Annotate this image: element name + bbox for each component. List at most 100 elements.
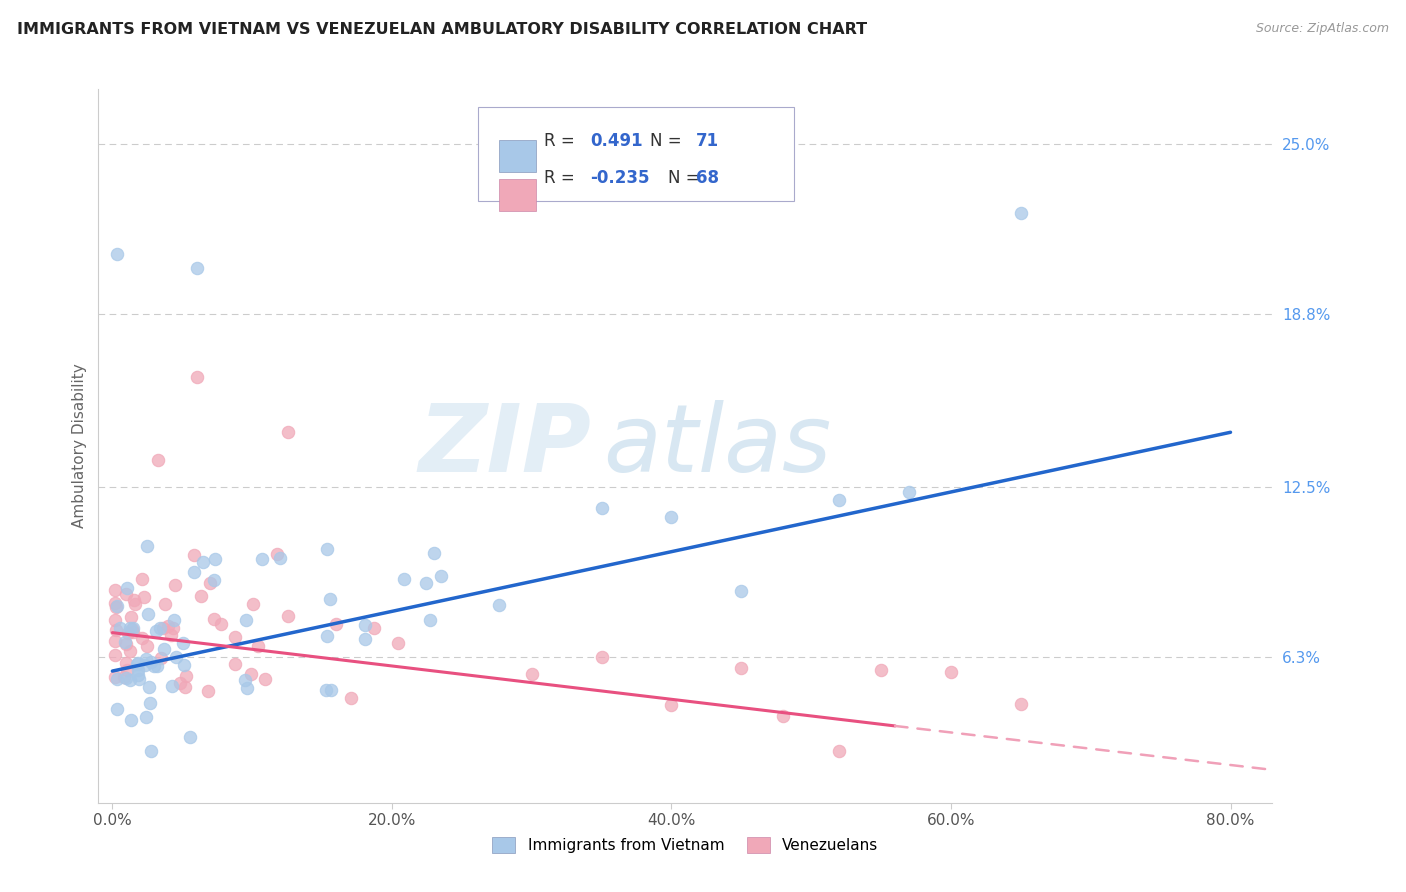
Point [1010,697,1032,711]
Point [136,639,159,653]
Text: N =: N = [650,132,686,150]
Point [122,621,145,635]
Point [105,701,128,715]
Point [174,669,197,683]
Point [139,696,162,710]
Point [591,650,613,665]
Point [661,698,683,713]
Point [233,673,256,687]
Point [124,597,146,611]
Point [1010,205,1032,219]
Point [340,691,363,706]
Point [247,639,270,653]
Point [204,551,226,566]
Point [134,658,156,673]
Point [128,672,150,686]
Point [145,624,167,639]
Point [363,621,385,635]
Point [162,621,184,635]
Point [105,599,128,613]
Point [104,669,127,683]
Point [115,663,138,677]
Point [591,500,613,515]
Point [146,659,169,673]
Point [174,680,197,694]
Point [224,630,246,644]
Point [939,665,962,679]
Point [105,599,128,614]
Point [828,744,851,758]
Point [152,622,174,636]
Point [150,651,173,665]
Point [354,632,377,647]
Point [135,652,157,666]
Point [149,621,172,635]
Point [172,635,194,649]
Point [122,624,145,639]
Text: -0.235: -0.235 [591,169,650,186]
Point [142,659,165,673]
Point [127,668,149,682]
Point [197,683,219,698]
Point [415,576,437,591]
Point [120,714,142,728]
Point [120,621,142,635]
Point [121,622,143,636]
Point [114,671,136,685]
Text: R =: R = [544,169,581,186]
Point [163,578,186,592]
Point [105,672,128,686]
Point [269,551,291,566]
Point [209,616,232,631]
Point [141,655,163,669]
Point [114,587,136,601]
Text: 68: 68 [696,169,718,186]
Point [235,613,257,627]
Y-axis label: Ambulatory Disability: Ambulatory Disability [72,364,87,528]
Point [115,657,138,671]
Point [135,540,157,554]
Point [127,656,149,670]
Point [104,648,127,662]
Point [430,569,453,583]
Point [387,636,409,650]
Text: Source: ZipAtlas.com: Source: ZipAtlas.com [1256,22,1389,36]
Point [173,658,195,673]
Point [131,572,153,586]
Point [520,666,543,681]
Point [190,589,212,603]
Point [114,635,136,649]
Text: N =: N = [668,169,704,186]
Point [104,613,127,627]
Point [419,613,441,627]
Text: atlas: atlas [603,401,831,491]
Point [198,575,221,590]
Point [242,598,264,612]
Point [135,709,157,723]
Point [319,592,342,607]
Point [157,618,180,632]
Point [163,613,186,627]
Point [870,663,893,677]
Point [253,673,276,687]
Point [115,638,138,652]
Point [131,632,153,646]
Point [153,598,176,612]
Point [186,370,208,384]
Point [125,657,148,671]
Legend: Immigrants from Vietnam, Venezuelans: Immigrants from Vietnam, Venezuelans [486,831,884,859]
Point [250,552,273,566]
Point [354,618,377,632]
Point [266,547,288,561]
Point [239,667,262,681]
Point [139,744,162,758]
Point [321,682,343,697]
Point [277,608,299,623]
Point [112,670,135,684]
Point [127,663,149,677]
Point [224,657,246,672]
Point [661,509,683,524]
Point [315,629,337,643]
Point [277,425,299,440]
Point [202,573,225,587]
